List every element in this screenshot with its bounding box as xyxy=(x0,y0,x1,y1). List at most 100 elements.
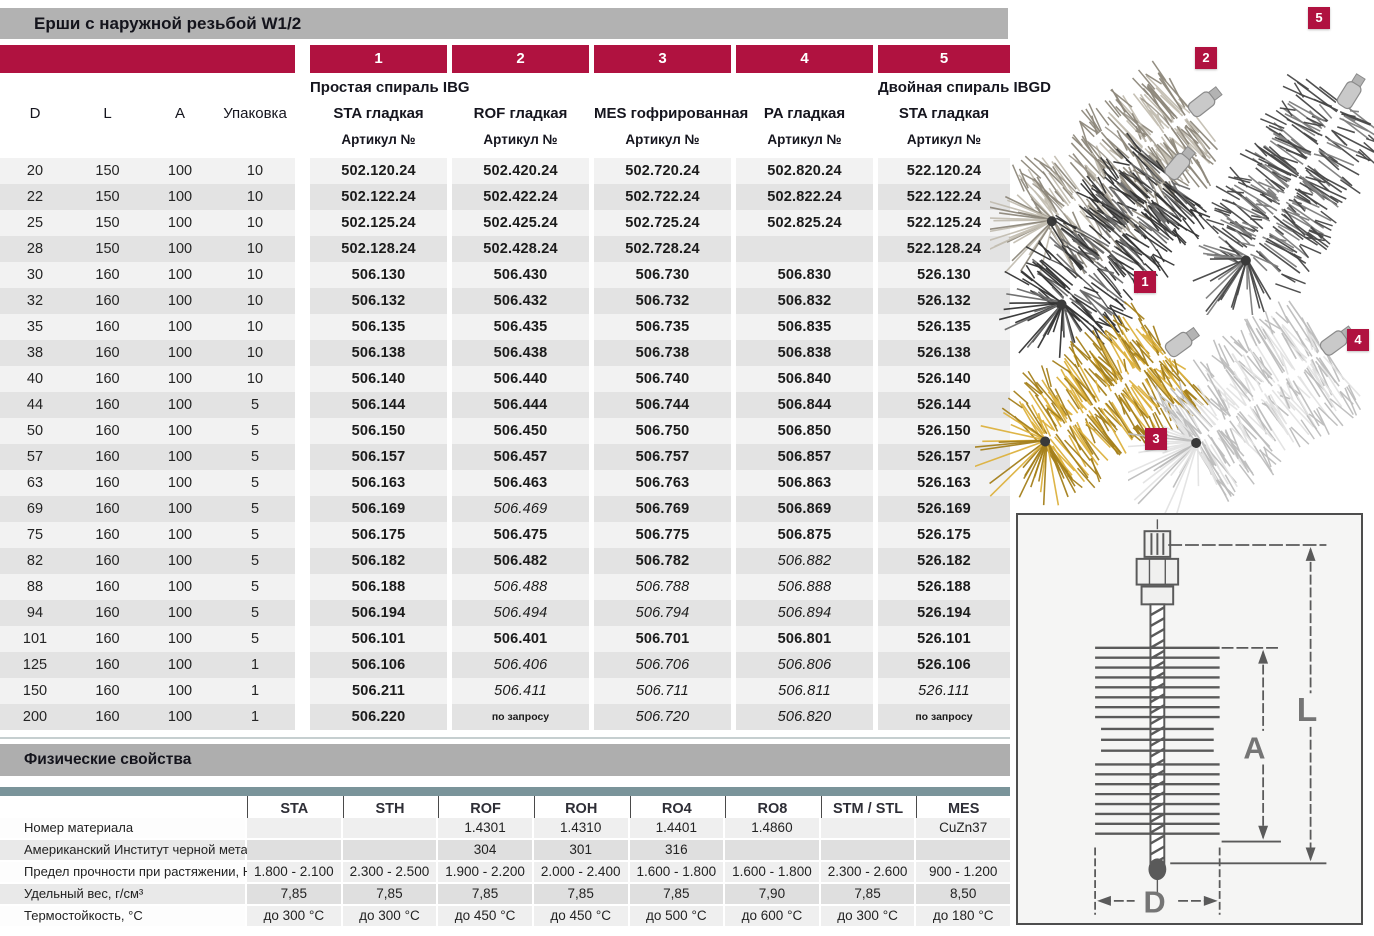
phys-row-label: Американский Институт черной металлургии… xyxy=(0,840,333,860)
cell-d: 63 xyxy=(0,470,70,496)
cell-l: 160 xyxy=(70,366,145,392)
phys-value-cell: 7,85 xyxy=(438,884,532,904)
cell-d: 125 xyxy=(0,652,70,678)
article-cell xyxy=(736,236,873,262)
cell-a: 100 xyxy=(145,704,215,730)
brush-photo-4-nylon xyxy=(1128,300,1362,517)
article-cell: 502.720.24 xyxy=(594,158,731,184)
phys-value-cell xyxy=(820,818,915,838)
cell-d: 200 xyxy=(0,704,70,730)
article-cell: 526.188 xyxy=(878,574,1010,600)
phys-value-cell: 7,85 xyxy=(533,884,628,904)
article-label-5: Артикул № xyxy=(906,132,982,147)
physical-properties-table: STA STH ROF ROH RO4 RO8 STM / STL MES Номер мате… xyxy=(0,796,1010,926)
column-number-4: 4 xyxy=(736,45,873,73)
column-name-1: STA гладкая xyxy=(333,105,424,122)
article-cell: 506.794 xyxy=(594,600,731,626)
cell-pack: 5 xyxy=(215,548,295,574)
group-header-ibg: Простая спираль IBG xyxy=(310,79,470,96)
article-cell: 506.894 xyxy=(736,600,873,626)
column-number-2: 2 xyxy=(452,45,589,73)
article-cell: 506.435 xyxy=(452,314,589,340)
article-cell: 506.769 xyxy=(594,496,731,522)
article-cell: 522.128.24 xyxy=(878,236,1010,262)
cell-a: 100 xyxy=(145,314,215,340)
article-cell: 502.425.24 xyxy=(452,210,589,236)
article-cell: 506.882 xyxy=(736,548,873,574)
cell-a: 100 xyxy=(145,340,215,366)
article-cell: 506.763 xyxy=(594,470,731,496)
phys-value-cell: CuZn37 xyxy=(916,818,1010,838)
table-row: 38 160 100 10 506.138 506.438 506.738 506.838 52… xyxy=(0,340,1010,366)
article-cell: 506.132 xyxy=(310,288,447,314)
article-label-row: Артикул № Артикул № Артикул № Артикул № … xyxy=(0,128,1010,152)
cell-a: 100 xyxy=(145,392,215,418)
article-cell: 506.835 xyxy=(736,314,873,340)
cell-pack: 5 xyxy=(215,600,295,626)
article-cell: 506.130 xyxy=(310,262,447,288)
phys-column-header: RO8 xyxy=(725,796,819,822)
phys-value-cell: 316 xyxy=(629,840,724,860)
article-cell: 526.182 xyxy=(878,548,1010,574)
cell-a: 100 xyxy=(145,236,215,262)
cell-pack: 1 xyxy=(215,652,295,678)
phys-value-cell xyxy=(820,840,915,860)
phys-value-cell: 7,85 xyxy=(820,884,915,904)
cell-l: 150 xyxy=(70,184,145,210)
cell-a: 100 xyxy=(145,158,215,184)
cell-a: 100 xyxy=(145,522,215,548)
teal-divider xyxy=(0,787,1010,796)
article-cell: 506.475 xyxy=(452,522,589,548)
cell-a: 100 xyxy=(145,600,215,626)
column-number-1: 1 xyxy=(310,45,447,73)
dim-label-d: D xyxy=(1144,886,1166,920)
article-cell: 526.135 xyxy=(878,314,1010,340)
article-cell: 526.130 xyxy=(878,262,1010,288)
column-name-4: PA гладкая xyxy=(763,105,846,122)
article-cell: 522.120.24 xyxy=(878,158,1010,184)
brush-photo-3-brass xyxy=(975,301,1211,506)
article-cell: 506.101 xyxy=(310,626,447,652)
article-cell: 506.444 xyxy=(452,392,589,418)
article-cell: 506.432 xyxy=(452,288,589,314)
article-cell: 506.211 xyxy=(310,678,447,704)
cell-pack: 5 xyxy=(215,470,295,496)
article-cell: 502.120.24 xyxy=(310,158,447,184)
cell-pack: 10 xyxy=(215,262,295,288)
cell-pack: 5 xyxy=(215,626,295,652)
cell-l: 160 xyxy=(70,652,145,678)
column-number-3: 3 xyxy=(594,45,731,73)
phys-row-label: Предел прочности при растяжении, Н/мм²* xyxy=(0,862,283,882)
cell-l: 160 xyxy=(70,262,145,288)
phys-value-cell xyxy=(342,840,437,860)
cell-l: 160 xyxy=(70,522,145,548)
column-name-2: ROF гладкая xyxy=(473,105,568,122)
phys-value-cell xyxy=(247,840,341,860)
article-cell: 506.144 xyxy=(310,392,447,418)
cell-d: 82 xyxy=(0,548,70,574)
phys-value-cell: 900 - 1.200 xyxy=(916,862,1010,882)
phys-value-cell: 1.900 - 2.200 xyxy=(438,862,532,882)
article-cell: 506.788 xyxy=(594,574,731,600)
article-cell: 506.494 xyxy=(452,600,589,626)
cell-pack: 5 xyxy=(215,496,295,522)
cell-l: 160 xyxy=(70,704,145,730)
phys-row-label: Удельный вес, г/см³ xyxy=(0,884,245,904)
article-cell: 506.732 xyxy=(594,288,731,314)
table-row: 40 160 100 10 506.140 506.440 506.740 506.840 52… xyxy=(0,366,1010,392)
article-cell: 506.438 xyxy=(452,340,589,366)
brush-photo-2-light-steel xyxy=(990,60,1223,278)
photo-badge-1: 1 xyxy=(1134,271,1156,293)
header-d: D xyxy=(29,105,41,122)
table-row: 25 150 100 10 502.125.24 502.425.24 502.725.24… xyxy=(0,210,1010,236)
cell-d: 88 xyxy=(0,574,70,600)
cell-l: 160 xyxy=(70,678,145,704)
cell-l: 160 xyxy=(70,574,145,600)
phys-column-header: MES xyxy=(916,796,1010,822)
cell-a: 100 xyxy=(145,444,215,470)
cell-pack: 10 xyxy=(215,210,295,236)
cell-d: 69 xyxy=(0,496,70,522)
article-cell: 506.757 xyxy=(594,444,731,470)
phys-value-cell: до 450 °C xyxy=(533,906,628,926)
cell-a: 100 xyxy=(145,418,215,444)
